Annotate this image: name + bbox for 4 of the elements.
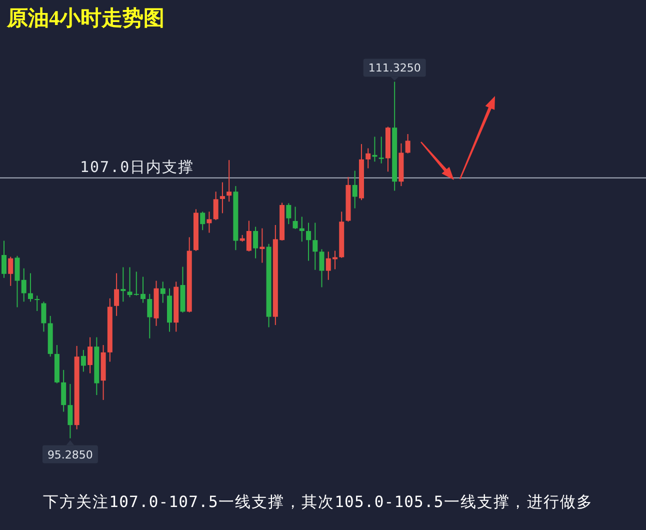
annotation: 95.2850 [47, 448, 93, 462]
annotation: 111.3250 [368, 62, 421, 75]
note: 下方关注107.0-107.5一线支撑，其次105.0-105.5一线支撑，进行做多 [42, 493, 594, 511]
title: 原油4小时走势图 [7, 6, 164, 30]
